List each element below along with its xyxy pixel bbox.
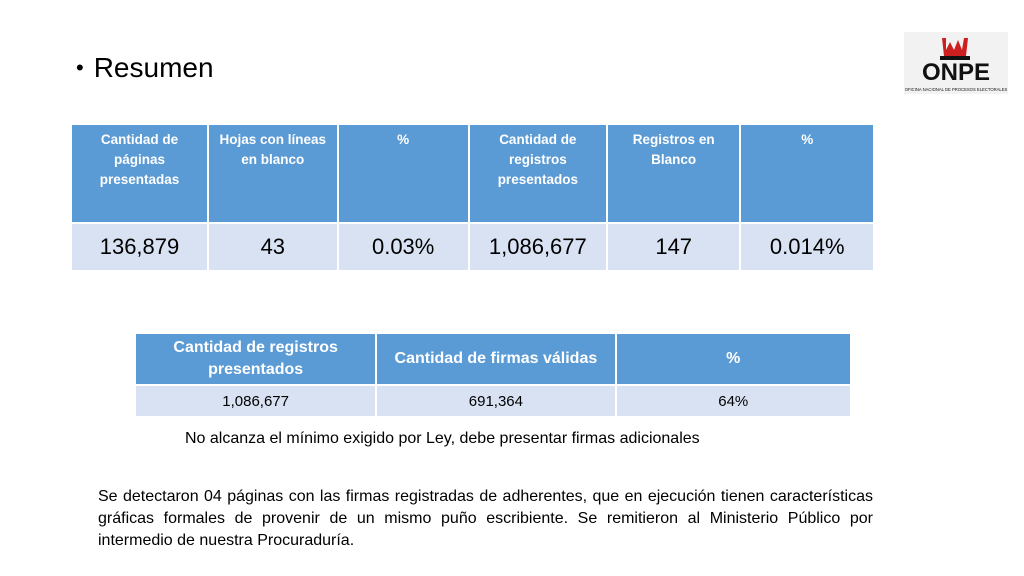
header-cell: Cantidad de firmas válidas xyxy=(375,332,617,386)
ballot-box-icon: ONPE OFICINA NACIONAL DE PROCESOS ELECTO… xyxy=(904,32,1008,94)
table-cell: 43 xyxy=(206,222,339,272)
header-cell: Cantidad de registros presentados xyxy=(133,332,378,386)
header-cell: Registros en Blanco xyxy=(605,123,742,224)
table-cell: 1,086,677 xyxy=(467,222,608,272)
header-cell: Cantidad de páginas presentadas xyxy=(70,123,209,224)
logo-subtitle: OFICINA NACIONAL DE PROCESOS ELECTORALES xyxy=(905,87,1008,92)
table-cell: 147 xyxy=(605,222,742,272)
table-cell: 0.014% xyxy=(739,222,875,272)
minimum-note: No alcanza el mínimo exigido por Ley, de… xyxy=(185,430,700,447)
onpe-logo: ONPE OFICINA NACIONAL DE PROCESOS ELECTO… xyxy=(900,28,1012,98)
table-cell: 136,879 xyxy=(70,222,209,272)
header-cell: Hojas con líneas en blanco xyxy=(206,123,339,224)
signatures-table-header-row: Cantidad de registros presentados Cantid… xyxy=(133,332,853,386)
table-cell: 0.03% xyxy=(336,222,470,272)
header-cell: % xyxy=(336,123,470,224)
table-cell: 64% xyxy=(614,384,853,418)
findings-paragraph: Se detectaron 04 páginas con las firmas … xyxy=(98,488,873,549)
logo-text: ONPE xyxy=(922,59,990,86)
bullet-icon: • xyxy=(76,55,84,80)
summary-table: Cantidad de páginas presentadas Hojas co… xyxy=(70,123,875,272)
summary-table-header-row: Cantidad de páginas presentadas Hojas co… xyxy=(70,123,875,224)
header-cell: Cantidad de registros presentados xyxy=(467,123,608,224)
header-cell: % xyxy=(739,123,875,224)
slide-title: • Resumen xyxy=(76,52,214,84)
table-row: 1,086,677 691,364 64% xyxy=(133,384,853,418)
slide-title-text: Resumen xyxy=(93,52,214,83)
table-cell: 1,086,677 xyxy=(133,384,378,418)
header-cell: % xyxy=(614,332,853,386)
table-row: 136,879 43 0.03% 1,086,677 147 0.014% xyxy=(70,222,875,272)
table-cell: 691,364 xyxy=(375,384,617,418)
signatures-table: Cantidad de registros presentados Cantid… xyxy=(133,332,853,418)
